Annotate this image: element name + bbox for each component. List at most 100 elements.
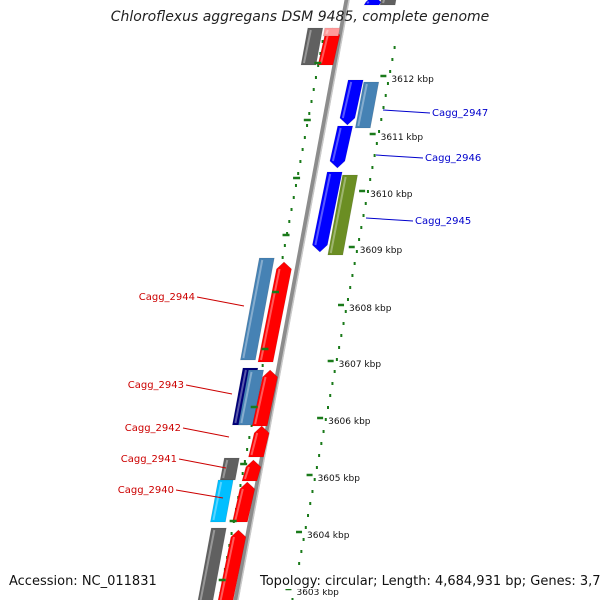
gene-cagg-2943-navy-highlight [234,369,247,424]
ruler-dot-right [378,130,381,133]
gene-bottom-red-highlight [219,536,235,604]
ruler-dot-right [327,406,329,409]
gene-label: Cagg_2945 [415,216,471,227]
ruler-dot-left [297,172,300,175]
kbp-tick-label: 3609 kbp [360,246,403,256]
backbone-line [232,0,350,604]
gene-cagg-2945 [327,174,358,256]
ruler-dot-left [243,460,246,463]
gene-cagg-2944-a [240,257,275,361]
gene-cagg-2941 [241,459,262,482]
kbp-tick-label: 3607 kbp [339,360,382,370]
gene-label: Cagg_2944 [139,292,195,303]
ruler-dot-right [318,454,321,457]
ruler-dot-right [366,190,369,193]
ruler-dot-right [344,310,347,313]
ruler-dot-right [342,322,345,325]
gene-cagg-2944-a-highlight [242,259,264,359]
genes [196,0,397,604]
ruler-dot-right [307,514,310,517]
gene-label-leader [382,109,431,114]
gene-cagg-2940 [232,481,256,523]
gene-label: Cagg_2947 [432,108,488,119]
gene-label: Cagg_2942 [125,423,181,434]
gene-cagg-2941-gray [219,457,240,481]
ruler-dot-left [292,196,295,199]
ruler-dot-right [384,94,387,97]
ruler-dot-right [346,298,349,301]
ruler-dot-right [304,526,307,529]
ruler-dot-left [250,424,253,427]
ruler-dot-left [308,112,311,115]
map-title: Chloroflexus aggregans DSM 9485, complet… [110,9,490,25]
gene-cagg-2947-highlight [357,83,368,127]
ruler-dot-right [338,346,341,349]
kbp-tick-label: 3610 kbp [370,190,413,200]
gene-bottom-gray-highlight [199,529,216,604]
ruler-dot-left [248,436,251,439]
kbp-tick-label: 3608 kbp [349,304,392,314]
gene-cagg-2940-cyan-highlight [212,481,223,521]
topology-text: Topology: circular; Length: 4,684,931 bp… [260,574,600,589]
kbp-tick-label: 3605 kbp [318,474,361,484]
gene-cagg-2947 [354,81,380,129]
ruler-dot-left [239,484,242,487]
gene-label-leader [196,296,245,307]
gene-labels: Cagg_2947 Cagg_2946 Cagg_2945 Cagg_2944 Cagg… [118,108,488,499]
ruler-dot-right [386,82,389,85]
gene-top-blue [363,0,382,6]
accession-text: Accession: NC_011831 [9,574,157,589]
gene-cagg-2943-highlight [254,376,267,425]
kbp-tick-label: 3612 kbp [391,75,434,85]
kbp-ticks: 3612 kbp 3611 kbp 3610 kbp 3609 kbp 3608 kbp… [218,61,434,598]
gene-cagg-2940-highlight [234,488,244,521]
gene-cagg-2940-cyan [210,479,234,523]
gene-label: Cagg_2941 [121,454,177,465]
ruler-dot-right [373,154,376,157]
ruler-dot-right [335,358,338,361]
ruler-dot-right [309,502,312,505]
ruler-dot-right [355,250,358,253]
ruler-dot-left [310,100,313,103]
ruler-dot-right [382,106,385,109]
ruler-dot-right [311,490,314,493]
backbone-highlight [236,0,350,604]
kbp-tick-label: 3611 kbp [381,133,424,143]
ruler-dot-right [322,430,325,433]
gene-cagg-2941-highlight [244,466,250,480]
ruler-dot-right [300,550,303,553]
gene-label-leader [175,489,224,499]
ruler-dot-left [286,232,289,235]
ruler-dot-left [261,364,264,367]
ruler-dot-left [246,448,249,451]
gene-pink-overlay [322,27,341,37]
ruler-dot-right [302,538,305,541]
ruler-dot-right [320,442,323,445]
gene-cagg-2944 [257,261,292,363]
ruler-dot-right [369,178,372,181]
ruler-dot-right [391,58,394,61]
ruler-dot-left [230,532,233,535]
gene-cagg-2947-a [339,79,364,126]
gene-cagg-2941-gray-highlight [222,459,229,479]
gene-label: Cagg_2946 [425,153,481,164]
ruler-dot-left [301,148,304,151]
gene-top-gray-plus [379,0,397,6]
gene-cagg-2946 [329,125,354,169]
gene-top-blue-highlight [366,1,370,4]
ruler-dot-left [241,472,244,475]
ruler-dot-left [303,136,306,139]
gene-cagg-2945-highlight [329,176,347,254]
kbp-tick-label: 3606 kbp [328,417,371,427]
ruler-dot-right [333,370,336,373]
gene-cagg-2942 [248,425,270,458]
gene-cagg-2943 [251,369,278,427]
ruler-dot-right [360,226,363,229]
ruler-dot-right [313,478,316,481]
kbp-tick-label: 3603 kbp [296,588,339,598]
ruler-dot-right [375,142,378,145]
ruler-dot-left [317,64,320,67]
gene-cagg-2945-a [312,171,343,253]
ruler-dot-right [351,274,354,277]
